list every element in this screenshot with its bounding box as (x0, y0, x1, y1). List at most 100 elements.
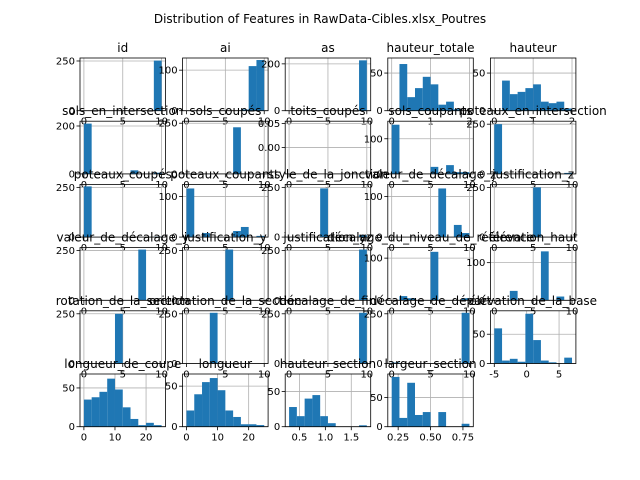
subplot-title: hauteur_totale (387, 41, 475, 55)
x-tick-label: -5 (489, 370, 499, 381)
bar (233, 127, 241, 174)
bar (446, 165, 454, 174)
subplot-title: sols_coupants (388, 104, 472, 118)
bar (548, 103, 557, 111)
y-tick-label: 0 (171, 106, 177, 117)
y-tick-label: 250 (159, 246, 178, 257)
y-tick-label: 0 (479, 233, 485, 244)
y-tick-label: 250 (56, 246, 75, 257)
y-tick-label: 100 (364, 134, 383, 145)
bar (533, 84, 541, 111)
x-tick-label: 1.0 (317, 433, 333, 444)
bar (391, 124, 400, 174)
bar (564, 108, 573, 111)
subplot-title: orientation_de_la_section (149, 294, 302, 308)
bar (194, 394, 203, 427)
y-tick-label: 250 (261, 309, 280, 320)
y-tick-label: 250 (466, 183, 485, 194)
y-tick-label: 250 (261, 246, 280, 257)
y-tick-label: 0 (171, 169, 177, 180)
bar (509, 94, 518, 111)
bar (407, 97, 416, 111)
y-tick-label: 250 (159, 309, 178, 320)
bar (186, 188, 195, 238)
y-tick-label: 0 (69, 422, 75, 433)
y-tick-label: 50 (370, 69, 383, 80)
bar (422, 76, 431, 111)
x-tick-label: 5 (325, 370, 331, 381)
bar (438, 188, 447, 238)
axes-frame (79, 373, 166, 428)
y-tick-label: 0 (69, 296, 75, 307)
bar (556, 296, 565, 301)
y-tick-label: 0 (274, 233, 280, 244)
subplot-title: valeur_de_décalage_y (57, 231, 189, 245)
x-tick-label: 0.5 (291, 433, 307, 444)
y-tick-label: 50 (62, 383, 75, 394)
bar (399, 64, 408, 111)
bar (233, 416, 241, 427)
subplot-title: justification_yz (282, 231, 372, 245)
y-tick-label: 0 (171, 233, 177, 244)
bar (153, 425, 162, 427)
bar (415, 88, 423, 111)
bar (438, 104, 447, 111)
x-tick-label: 0 (183, 433, 189, 444)
axes-frame (284, 183, 372, 238)
y-tick-label: 0 (376, 106, 382, 117)
bar (461, 172, 470, 174)
bar (399, 296, 408, 301)
subplot-title: largeur_section (384, 357, 476, 371)
subplot-title: justification_z (491, 167, 574, 181)
y-tick-label: 0 (274, 106, 280, 117)
y-tick-label: 0 (376, 359, 382, 370)
axes-frame (489, 183, 577, 238)
x-tick-label: 10 (155, 370, 168, 381)
subplot-title: rotation_de_la_section (56, 294, 190, 308)
subplot-title: élévation_de_la_base (469, 294, 597, 308)
bar (209, 312, 218, 364)
bar (533, 340, 541, 364)
axes-frame (387, 183, 474, 238)
bar (533, 187, 541, 238)
bar (359, 312, 367, 364)
x-tick-label: 5 (556, 370, 562, 381)
bar (556, 101, 565, 111)
bar (407, 382, 416, 427)
bar (225, 410, 234, 427)
bar (327, 423, 336, 427)
y-tick-label: 0 (171, 359, 177, 370)
y-tick-label: 200 (261, 59, 280, 70)
bar (130, 170, 139, 174)
y-tick-label: 0 (274, 296, 280, 307)
bar (248, 424, 257, 427)
y-tick-label: 250 (466, 120, 485, 131)
y-tick-label: 0 (69, 233, 75, 244)
subplot-title: ai (220, 41, 231, 55)
subplot-title: longueur_de_coupe (64, 357, 181, 371)
subplot-title: style_de_la_jonction (268, 167, 388, 181)
y-tick-label: 0 (69, 106, 75, 117)
y-tick-label: 0 (479, 296, 485, 307)
bar (202, 233, 210, 238)
x-tick-label: 10 (258, 370, 271, 381)
bar (438, 412, 447, 427)
bar (461, 298, 470, 301)
bar (446, 101, 454, 111)
subplot-title: poteaux_en_intersection (460, 104, 607, 118)
bar (233, 231, 241, 238)
y-tick-label: 0 (171, 422, 177, 433)
bar (359, 249, 367, 301)
x-tick-label: 0 (388, 370, 394, 381)
bar (153, 60, 162, 111)
bar (564, 357, 573, 364)
bar (248, 66, 257, 111)
subplot-title: décalage_de_fin (280, 294, 377, 308)
bar (359, 235, 367, 238)
y-tick-label: 0 (376, 296, 382, 307)
y-tick-label: 0 (479, 106, 485, 117)
x-tick-label: 10 (109, 433, 122, 444)
bar (122, 407, 131, 427)
y-tick-label: 50 (473, 69, 486, 80)
